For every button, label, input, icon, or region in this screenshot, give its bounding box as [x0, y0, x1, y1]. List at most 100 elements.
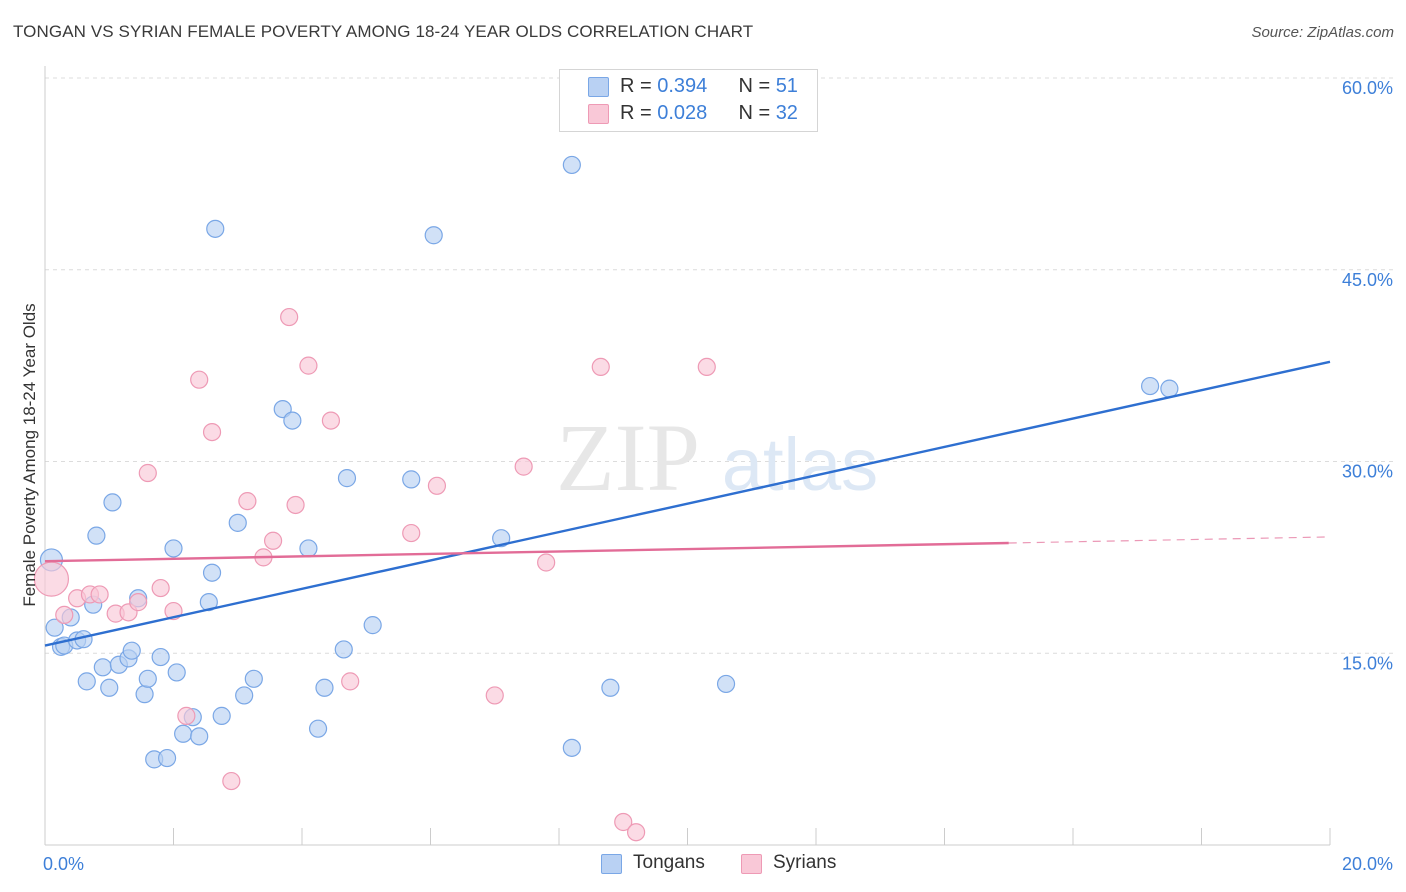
data-point	[228, 513, 247, 532]
data-point	[591, 357, 610, 377]
x-tick-label: 0.0%	[43, 854, 84, 874]
data-point	[402, 470, 421, 489]
watermark-zip: ZIP	[556, 404, 700, 511]
data-point	[263, 531, 283, 550]
data-point	[206, 219, 225, 238]
legend-r-value-tongans: 0.394	[657, 75, 708, 97]
data-point	[202, 422, 222, 442]
data-point	[177, 706, 196, 725]
legend-r-label: R =	[620, 102, 658, 124]
data-point	[129, 593, 148, 612]
data-point	[167, 663, 186, 682]
data-point	[235, 686, 254, 705]
data-point	[601, 678, 620, 697]
data-point	[299, 356, 318, 375]
trend-line-syrians	[44, 541, 1009, 563]
y-tick-label: 60.0%	[1342, 78, 1393, 98]
data-point	[424, 226, 443, 245]
correlation-legend: R = 0.394 N = 51 R = 0.028 N = 32	[559, 69, 818, 132]
data-point	[315, 678, 334, 697]
bottom-legend-label-tongans: Tongans	[633, 852, 705, 873]
data-point	[283, 411, 302, 430]
axes	[44, 66, 1331, 846]
data-point	[190, 370, 209, 389]
data-point	[174, 724, 193, 743]
series-syrians	[33, 307, 716, 842]
series-tongans	[39, 155, 1179, 769]
data-point	[514, 457, 533, 476]
data-point	[238, 492, 257, 511]
data-point	[341, 672, 360, 691]
data-point	[138, 669, 157, 688]
data-point	[138, 463, 157, 483]
legend-n-label: N =	[738, 102, 776, 124]
legend-r-value-syrians: 0.028	[657, 102, 708, 124]
watermark: ZIP atlas	[556, 404, 878, 511]
data-point	[485, 686, 504, 705]
chart-title: TONGAN VS SYRIAN FEMALE POVERTY AMONG 18…	[13, 22, 754, 41]
data-point	[244, 669, 263, 688]
y-tick-label: 30.0%	[1342, 462, 1393, 482]
legend-n-label: N =	[738, 75, 776, 97]
data-point	[321, 411, 341, 430]
bottom-legend-swatch-syrians	[741, 854, 762, 874]
data-point	[280, 307, 299, 327]
data-point	[562, 738, 581, 757]
trend-line-tongans	[44, 360, 1331, 647]
data-point	[337, 469, 357, 488]
legend-swatch-syrians	[588, 104, 609, 124]
data-point	[100, 678, 119, 697]
data-point	[190, 727, 209, 746]
grid-lines	[45, 77, 1395, 654]
y-axis-label: Female Poverty Among 18-24 Year Olds	[20, 303, 39, 607]
data-point	[299, 539, 318, 558]
data-point	[202, 563, 222, 582]
data-point	[77, 672, 96, 691]
x-tick-label: 20.0%	[1342, 854, 1393, 874]
trend-lines	[44, 360, 1331, 647]
data-point	[164, 539, 183, 558]
data-point	[1160, 379, 1179, 398]
data-point	[537, 553, 556, 572]
data-point	[212, 706, 231, 725]
data-point	[363, 616, 382, 635]
legend-n-value-tongans: 51	[775, 75, 798, 97]
data-point	[402, 523, 421, 543]
data-point	[614, 812, 633, 832]
data-point	[492, 529, 511, 548]
data-point	[122, 641, 141, 660]
data-point	[151, 578, 170, 598]
data-point	[697, 357, 716, 377]
tick-labels: 15.0% 30.0% 45.0% 60.0% 0.0% 20.0%	[43, 78, 1393, 874]
y-tick-label: 15.0%	[1342, 653, 1393, 673]
legend-r-label: R =	[620, 75, 658, 97]
bottom-legend-label-syrians: Syrians	[773, 852, 837, 873]
data-point	[157, 748, 177, 768]
bottom-legend-swatch-tongans	[601, 854, 622, 874]
data-point	[135, 685, 154, 704]
data-point	[716, 674, 736, 694]
data-point	[103, 493, 122, 512]
legend-swatch-tongans	[588, 77, 609, 97]
data-point	[308, 719, 328, 738]
data-point	[562, 155, 581, 175]
data-point	[626, 823, 646, 842]
data-point	[90, 585, 109, 604]
data-point	[45, 618, 64, 637]
y-tick-label: 45.0%	[1342, 270, 1393, 290]
data-point	[334, 640, 353, 659]
trend-line-extension-syrians	[1008, 536, 1331, 544]
points	[33, 155, 1179, 842]
data-point	[87, 526, 106, 545]
legend-n-value-syrians: 32	[775, 102, 798, 124]
data-point	[427, 476, 447, 495]
source-label: Source: ZipAtlas.com	[1251, 24, 1394, 41]
watermark-atlas: atlas	[722, 423, 878, 506]
data-point	[286, 495, 305, 515]
data-point	[151, 647, 170, 667]
data-point	[222, 771, 241, 791]
data-point	[93, 658, 112, 677]
data-point	[1140, 376, 1160, 396]
data-point	[55, 605, 74, 625]
